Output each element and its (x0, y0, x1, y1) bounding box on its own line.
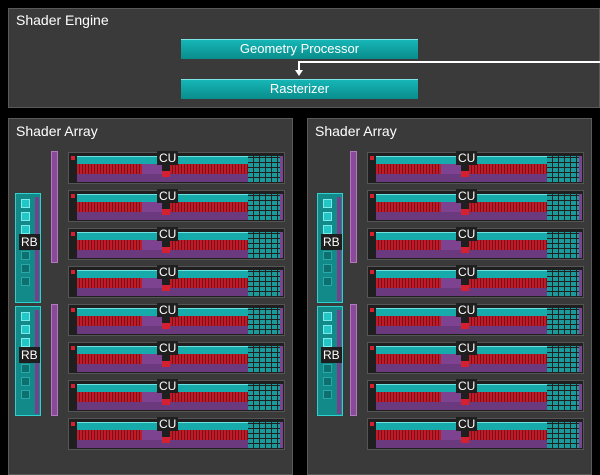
compute-unit: CU (68, 227, 285, 260)
connector-vertical-line (298, 61, 300, 71)
cu-label: CU (456, 189, 478, 203)
rasterizer-block: Rasterizer (181, 79, 418, 99)
arrow-down-icon (295, 70, 303, 76)
cu-label: CU (157, 265, 179, 279)
render-backend-block: RB (15, 193, 41, 303)
cu-label: CU (157, 341, 179, 355)
compute-unit: CU (68, 303, 285, 336)
shared-cache-strip (51, 304, 58, 416)
cu-label: CU (157, 227, 179, 241)
cu-label: CU (456, 151, 478, 165)
rb-label: RB (19, 234, 40, 250)
cu-label: CU (157, 189, 179, 203)
compute-unit: CU (367, 189, 584, 222)
compute-unit: CU (367, 417, 584, 450)
render-backend-block: RB (15, 306, 41, 416)
compute-unit: CU (367, 151, 584, 184)
render-backend-block: RB (317, 193, 343, 303)
shader-array-panel-left: Shader Array RB RB CU CU (8, 118, 293, 475)
cu-label: CU (157, 151, 179, 165)
geometry-processor-block: Geometry Processor (181, 39, 418, 59)
render-backend-block: RB (317, 306, 343, 416)
compute-unit: CU (68, 417, 285, 450)
compute-unit: CU (68, 379, 285, 412)
shared-cache-strip (350, 151, 357, 263)
shader-array-panel-right: Shader Array RB RB CU CU (307, 118, 592, 475)
cu-label: CU (157, 379, 179, 393)
cu-label: CU (456, 417, 478, 431)
shared-cache-strip (51, 151, 58, 263)
shared-cache-strip (350, 304, 357, 416)
compute-unit: CU (68, 265, 285, 298)
cu-label: CU (157, 303, 179, 317)
cu-label: CU (456, 265, 478, 279)
shader-engine-panel: Shader Engine Geometry Processor Rasteri… (8, 8, 600, 108)
compute-unit: CU (367, 227, 584, 260)
rb-label: RB (321, 234, 342, 250)
cu-label: CU (456, 303, 478, 317)
cu-label: CU (456, 341, 478, 355)
compute-unit: CU (367, 265, 584, 298)
shader-array-title: Shader Array (315, 123, 397, 139)
compute-unit: CU (367, 341, 584, 374)
rb-label: RB (321, 347, 342, 363)
shader-array-title: Shader Array (16, 123, 98, 139)
cu-label: CU (456, 379, 478, 393)
compute-unit: CU (68, 341, 285, 374)
connector-horizontal-line (298, 61, 600, 63)
compute-unit: CU (367, 379, 584, 412)
rb-label: RB (19, 347, 40, 363)
cu-label: CU (456, 227, 478, 241)
shader-engine-title: Shader Engine (16, 12, 109, 28)
cu-label: CU (157, 417, 179, 431)
compute-unit: CU (68, 151, 285, 184)
compute-unit: CU (68, 189, 285, 222)
compute-unit: CU (367, 303, 584, 336)
